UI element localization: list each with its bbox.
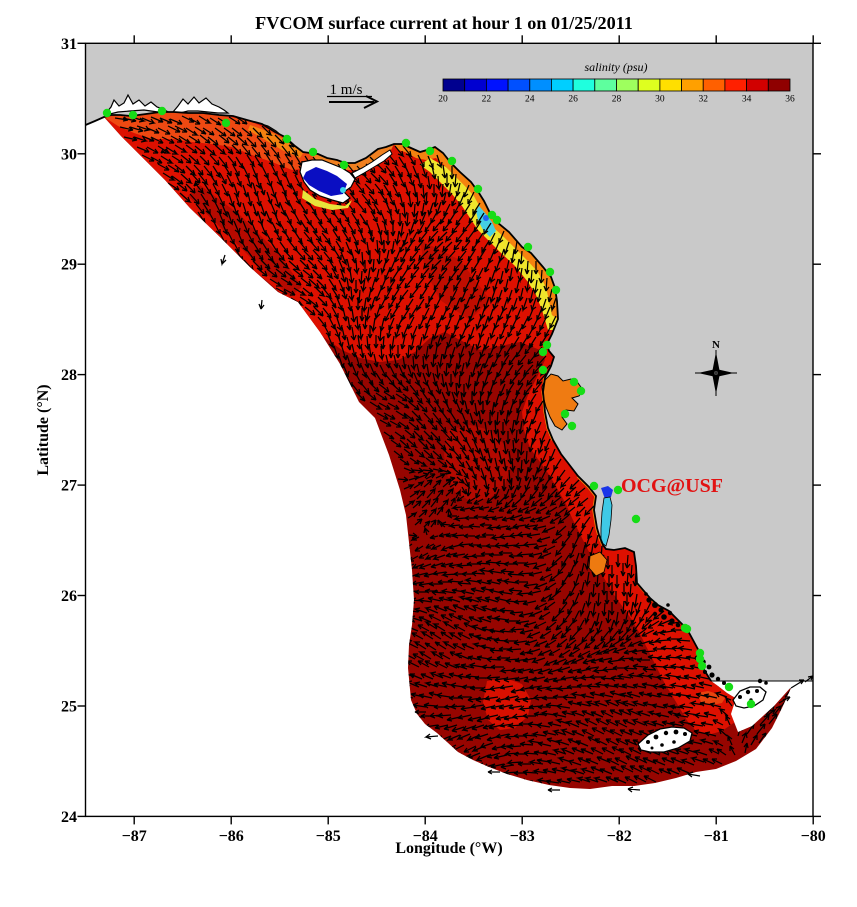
svg-text:34: 34 bbox=[742, 95, 752, 105]
svg-text:28: 28 bbox=[612, 95, 622, 105]
svg-text:Longitude (°W): Longitude (°W) bbox=[395, 840, 502, 857]
svg-text:32: 32 bbox=[698, 95, 708, 105]
svg-text:Latitude (°N): Latitude (°N) bbox=[35, 384, 52, 475]
svg-text:26: 26 bbox=[568, 95, 578, 105]
svg-text:−86: −86 bbox=[219, 828, 244, 845]
svg-text:N: N bbox=[712, 339, 720, 351]
svg-text:−83: −83 bbox=[510, 828, 535, 845]
svg-text:−85: −85 bbox=[316, 828, 341, 845]
svg-text:30: 30 bbox=[655, 95, 665, 105]
svg-text:salinity (psu): salinity (psu) bbox=[585, 60, 648, 74]
svg-text:1 m/s: 1 m/s bbox=[330, 82, 363, 98]
svg-text:31: 31 bbox=[61, 36, 77, 53]
svg-text:29: 29 bbox=[61, 257, 77, 274]
svg-text:26: 26 bbox=[61, 588, 77, 605]
svg-text:24: 24 bbox=[525, 95, 535, 105]
svg-text:25: 25 bbox=[61, 699, 77, 716]
svg-text:−82: −82 bbox=[607, 828, 632, 845]
svg-text:22: 22 bbox=[482, 95, 492, 105]
svg-text:28: 28 bbox=[61, 367, 77, 384]
svg-text:24: 24 bbox=[61, 809, 77, 826]
svg-text:−87: −87 bbox=[122, 828, 147, 845]
svg-text:30: 30 bbox=[61, 146, 77, 163]
svg-text:−84: −84 bbox=[413, 828, 438, 845]
svg-text:OCG@USF: OCG@USF bbox=[621, 475, 723, 497]
svg-text:20: 20 bbox=[438, 95, 448, 105]
svg-text:36: 36 bbox=[785, 95, 795, 105]
svg-text:FVCOM surface current at hour: FVCOM surface current at hour 1 on 01/25… bbox=[255, 13, 633, 33]
svg-text:27: 27 bbox=[61, 478, 77, 495]
svg-text:−80: −80 bbox=[801, 828, 826, 845]
svg-text:−81: −81 bbox=[704, 828, 729, 845]
